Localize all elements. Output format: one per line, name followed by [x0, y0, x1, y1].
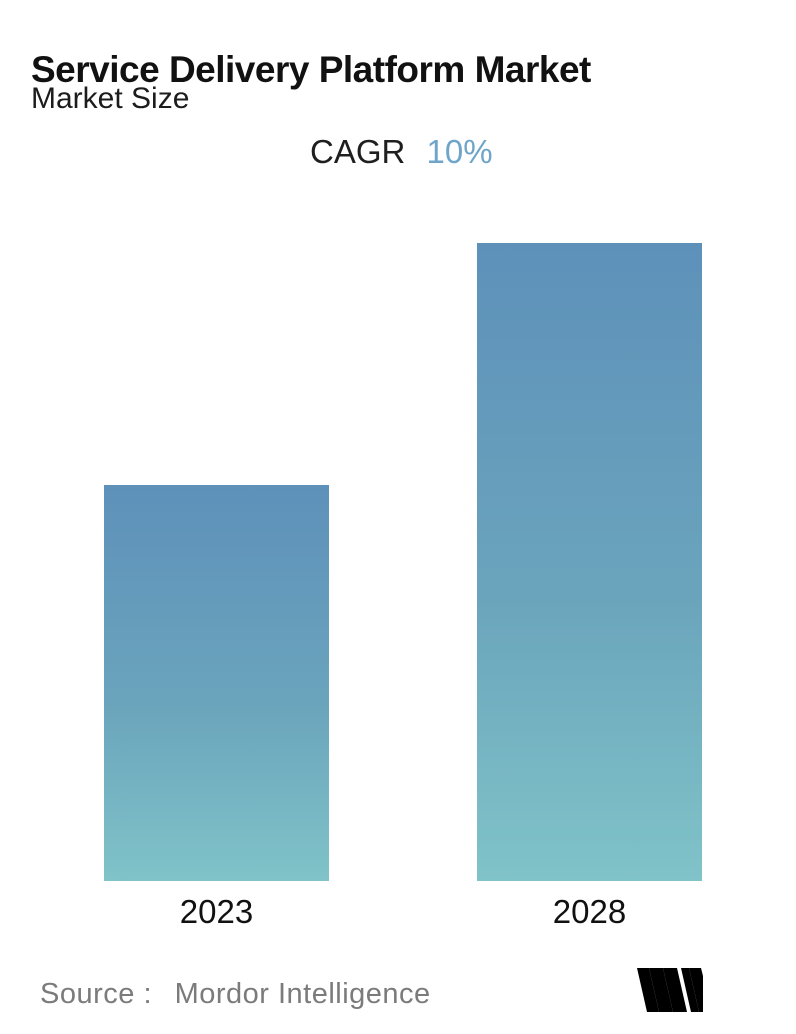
source-value: Mordor Intelligence [174, 978, 431, 1010]
source-label: Source : [40, 978, 152, 1010]
source-attribution: Source : Mordor Intelligence [40, 978, 431, 1011]
mordor-intelligence-logo [637, 968, 703, 1012]
chart-title: Service Delivery Platform Market [31, 48, 591, 90]
chart-subtitle: Market Size [31, 82, 190, 115]
cagr-value: 10% [426, 133, 493, 170]
cagr-label: CAGR [310, 133, 406, 170]
x-tick-2028: 2028 [552, 893, 627, 930]
bar-2023 [104, 485, 329, 881]
x-tick-2023: 2023 [179, 893, 254, 930]
cagr-annotation: CAGR 10% [310, 133, 493, 171]
bar-2028 [477, 243, 702, 881]
